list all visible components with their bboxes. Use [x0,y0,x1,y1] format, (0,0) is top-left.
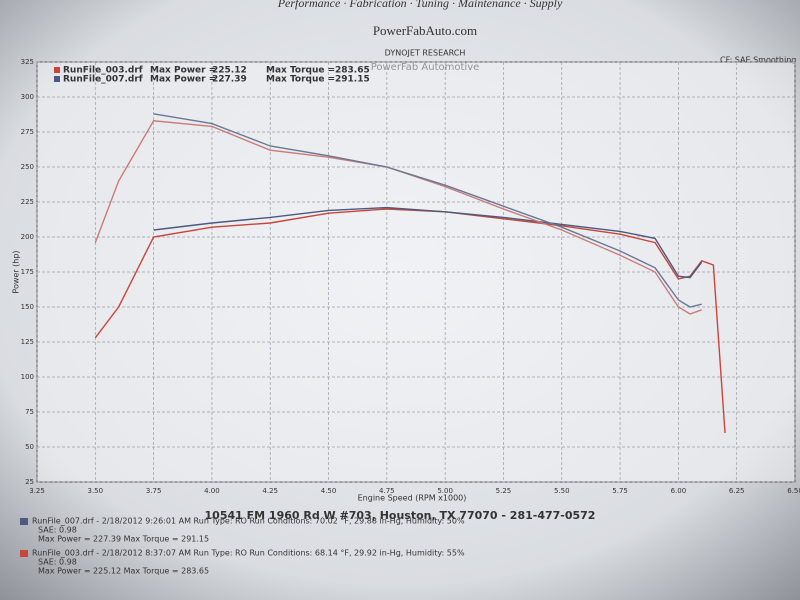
x-tick-label: 3.75 [146,487,162,495]
x-tick-label: 6.25 [729,487,745,495]
legend-value: 291.15 [335,75,370,85]
legend-value: 225.12 [212,66,247,76]
legend-value: 283.65 [335,66,370,76]
legend-file: RunFile_007.drf [63,75,143,85]
y-tick-label: 325 [21,58,34,66]
legend-value: 227.39 [212,75,247,85]
legend-label: Max Power = [150,75,216,85]
x-tick-label: 4.50 [321,487,337,495]
y-tick-label: 250 [21,163,34,171]
site: PowerFabAuto.com [373,23,477,38]
y-tick-label: 25 [25,478,34,486]
legend-label: Max Power = [150,66,216,76]
power-curve [94,208,726,434]
y-tick-label: 275 [21,128,34,136]
y-tick-label: 50 [25,443,34,451]
y-tick-label: 225 [21,198,34,206]
menu: Performance · Fabrication · Tuning · Mai… [277,0,563,10]
y-tick-label: 100 [21,373,34,381]
run-info: RunFile_003.drf - 2/18/2012 8:37:07 AM R… [32,549,465,558]
legend-label: Max Torque = [266,75,335,85]
legend-swatch [54,76,60,82]
power-curve [153,113,702,308]
run-info: Max Power = 225.12 Max Torque = 283.65 [38,567,209,576]
y-tick-label: 200 [21,233,34,241]
y-axis-label: Power (hp) [12,250,21,293]
legend-file: RunFile_003.drf [63,66,143,76]
run-info: Max Power = 227.39 Max Torque = 291.15 [38,535,209,544]
y-tick-label: 175 [21,268,34,276]
run-swatch [20,518,28,525]
x-tick-label: 4.75 [379,487,395,495]
x-tick-label: 4.25 [262,487,278,495]
x-tick-label: 3.25 [29,487,45,495]
y-tick-label: 75 [25,408,34,416]
run-swatch [20,550,28,557]
run-info: SAE: 0.98 [38,558,77,567]
y-tick-label: 125 [21,338,34,346]
x-axis-label: Engine Speed (RPM x1000) [358,494,467,503]
company: DYNOJET RESEARCH [385,49,466,58]
settings: CF: SAE Smoothing [720,56,796,65]
address: 10541 FM 1960 Rd W #703, Houston, TX 770… [205,509,596,522]
x-tick-label: 5.00 [437,487,453,495]
y-tick-label: 150 [21,303,34,311]
x-tick-label: 5.50 [554,487,570,495]
legend-swatch [54,67,60,73]
run-info: RunFile_007.drf - 2/18/2012 9:26:01 AM R… [32,517,465,526]
x-tick-label: 5.75 [612,487,628,495]
power-curve [153,206,703,279]
x-tick-label: 4.00 [204,487,220,495]
x-tick-label: 6.50 [787,487,800,495]
power-curve [94,120,702,315]
x-tick-label: 5.25 [496,487,512,495]
x-tick-label: 6.00 [671,487,687,495]
legend-label: Max Torque = [266,66,335,76]
x-tick-label: 3.50 [88,487,104,495]
run-info: SAE: 0.98 [38,526,77,535]
y-tick-label: 300 [21,93,34,101]
